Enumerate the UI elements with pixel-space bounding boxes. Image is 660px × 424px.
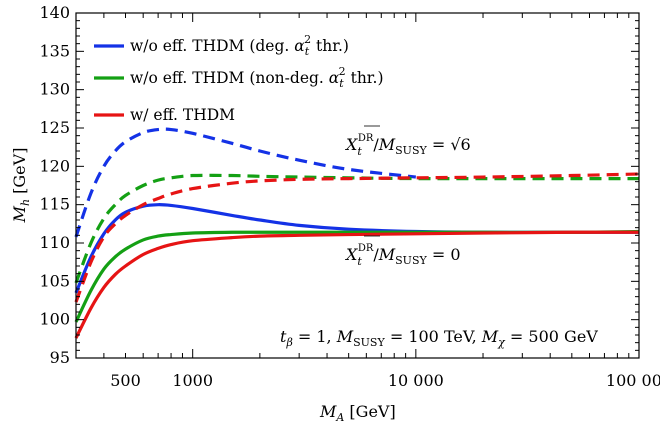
y-tick-label: 110 [39,233,70,252]
series-layer [74,127,640,339]
legend-label-deg: w/o eff. THDM (deg. αt2 thr.) [130,33,349,58]
series-line-3 [74,230,640,339]
x-tick-label: 10 000 [388,371,444,390]
series-line-5 [74,173,639,284]
y-tick-label: 120 [39,156,70,175]
series-line-6 [74,172,640,303]
x-tick-label: 1000 [172,371,213,390]
x-tick-label: 100 000 [606,371,660,390]
series-line-4 [74,127,417,238]
y-tick-label: 130 [39,80,70,99]
y-tick-label: 125 [39,118,70,137]
legend: w/o eff. THDM (deg. αt2 thr.) w/o eff. T… [94,33,384,124]
y-tick-label: 115 [39,195,70,214]
tick-layer: 95 100 105 110 115 120 125 130 135 140 500 1000 10 0… [39,3,660,390]
legend-label-nondeg: w/o eff. THDM (non-deg. αt2 thr.) [130,65,384,90]
annotation-xt-zero: XtDR/MSUSY = 0 [344,243,461,268]
y-axis-label: Mh [GeV] [10,148,32,224]
annotation-xt-sqrt6: XtDR/MSUSY = √6 [344,133,471,158]
y-tick-label: 95 [50,348,70,367]
annotation-params: tβ = 1, MSUSY = 100 TeV, Mχ = 500 GeV [280,327,598,349]
x-axis-label: MA [GeV] [319,402,396,424]
y-tick-label: 140 [39,3,70,22]
y-tick-label: 105 [39,271,70,290]
legend-label-eff: w/ eff. THDM [130,106,235,124]
plot-frame [75,12,640,359]
x-tick-label: 500 [110,371,141,390]
y-tick-label: 100 [39,310,70,329]
y-tick-label: 135 [39,41,70,60]
